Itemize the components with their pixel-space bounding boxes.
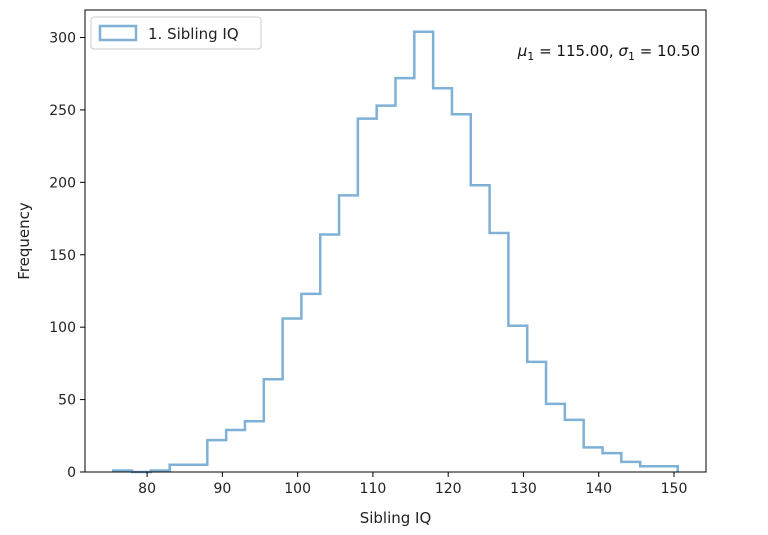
sigma-subscript: 1: [628, 50, 635, 63]
x-tick-label: 130: [510, 481, 537, 497]
legend: 1. Sibling IQ: [90, 16, 262, 50]
x-tick-label: 80: [138, 481, 156, 497]
y-tick-label: 150: [49, 248, 76, 264]
stats-annotation: μ1 = 115.00, σ1 = 10.50: [517, 42, 700, 63]
y-tick-label: 300: [49, 31, 76, 47]
x-axis-ticks: 80 90 100 110 120 130 140 150: [138, 472, 687, 497]
x-tick-label: 100: [284, 481, 311, 497]
x-axis-label: Sibling IQ: [360, 509, 432, 527]
sigma-value: = 10.50: [635, 42, 700, 60]
y-tick-label: 0: [67, 465, 76, 481]
y-axis-ticks: 0 50 100 150 200 250 300: [49, 31, 85, 481]
x-tick-label: 90: [213, 481, 231, 497]
mu-symbol: μ: [517, 42, 528, 60]
y-axis-label: Frequency: [15, 202, 33, 280]
legend-swatch: [98, 24, 138, 42]
y-tick-label: 100: [49, 320, 76, 336]
y-tick-label: 50: [58, 393, 76, 409]
x-tick-label: 120: [435, 481, 462, 497]
plot-frame: [84, 9, 707, 473]
sigma-symbol: σ: [618, 42, 628, 60]
x-tick-label: 110: [360, 481, 387, 497]
legend-entry: 1. Sibling IQ: [148, 25, 239, 43]
histogram-step-outline: [111, 30, 680, 474]
mu-value: = 115.00,: [534, 42, 618, 60]
x-tick-label: 140: [585, 481, 612, 497]
x-tick-label: 150: [661, 481, 688, 497]
mu-subscript: 1: [527, 50, 534, 63]
y-tick-label: 250: [49, 103, 76, 119]
y-tick-label: 200: [49, 175, 76, 191]
